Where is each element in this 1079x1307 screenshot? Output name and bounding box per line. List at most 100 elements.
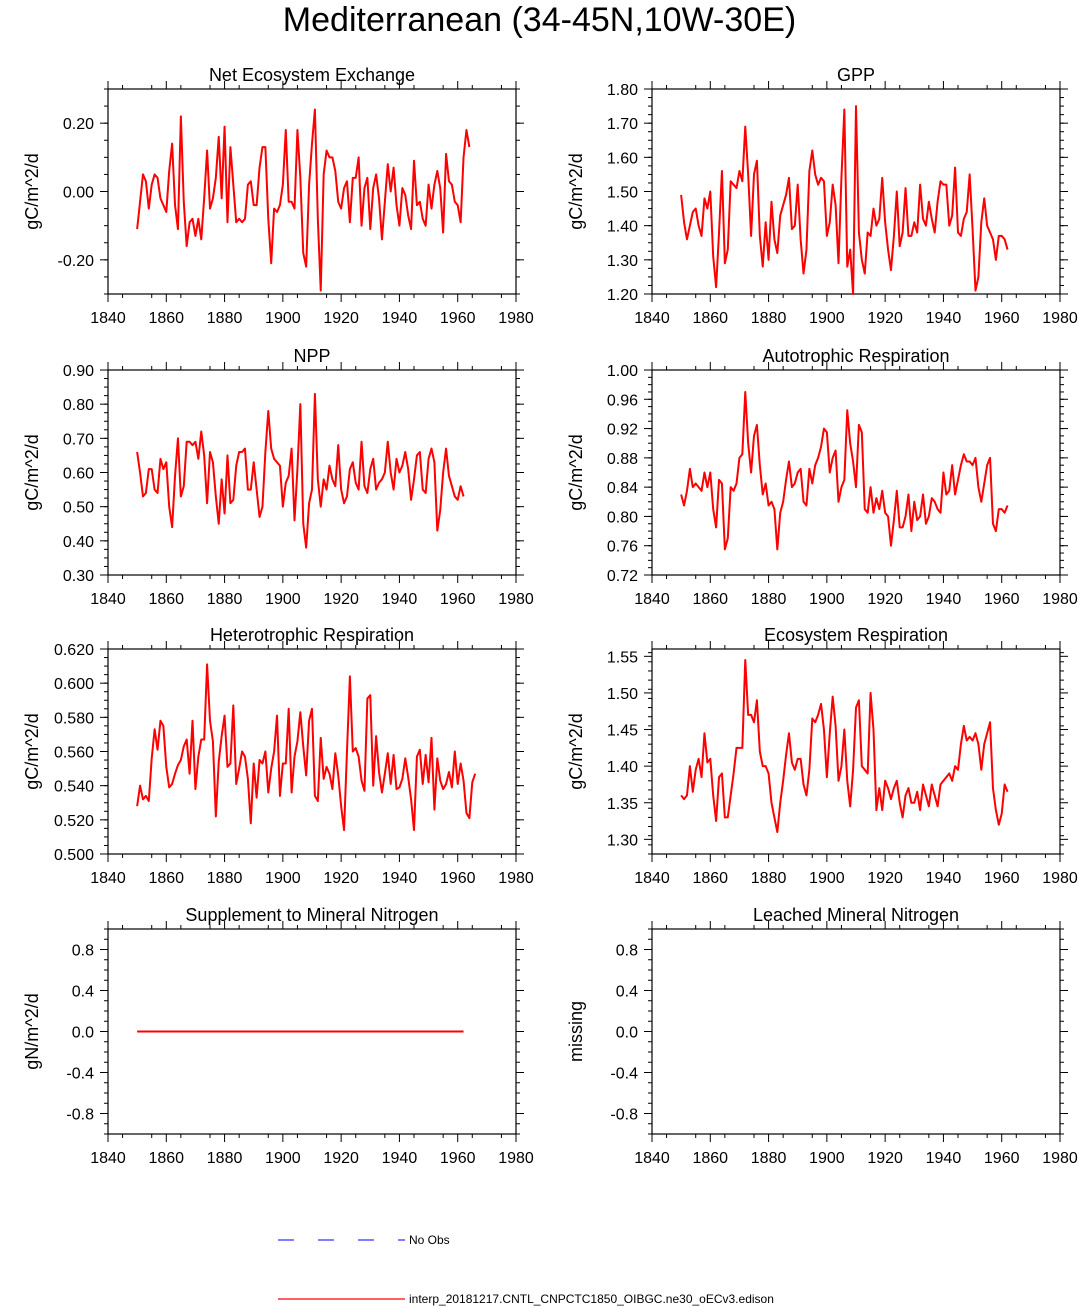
y-tick-label: 1.45 [607, 723, 638, 740]
series-line [136, 663, 477, 832]
x-tick-label: 1960 [440, 1150, 476, 1167]
x-tick-label: 1840 [90, 1150, 126, 1167]
x-tick-label: 1860 [148, 870, 184, 887]
y-axis-label: gC/m^2/d [22, 153, 42, 229]
x-tick-label: 1900 [809, 870, 845, 887]
x-tick-label: 1900 [265, 1150, 301, 1167]
y-tick-label: 0.84 [607, 480, 638, 497]
y-tick-label: 1.20 [607, 287, 638, 304]
y-tick-label: 1.00 [607, 363, 638, 380]
plot-frame [651, 928, 1061, 1135]
y-tick-label: 0.600 [54, 676, 94, 693]
x-tick-label: 1920 [323, 870, 359, 887]
series-line [136, 108, 471, 292]
x-tick-label: 1880 [207, 591, 243, 608]
x-tick-label: 1880 [751, 1150, 787, 1167]
x-tick-label: 1960 [984, 310, 1020, 327]
series-line [680, 658, 1009, 834]
x-tick-label: 1920 [867, 310, 903, 327]
y-tick-label: -0.4 [66, 1066, 94, 1083]
chart-panel: Net Ecosystem Exchange gC/m^2/d 1840 1860 18… [22, 65, 534, 327]
x-tick-label: 1980 [1042, 310, 1078, 327]
y-tick-label: 0.8 [72, 943, 94, 960]
chart-panel: Supplement to Mineral Nitrogen gN/m^2/d 18… [22, 905, 534, 1167]
y-axis-label: gC/m^2/d [566, 434, 586, 510]
y-tick-label: 0.500 [54, 847, 94, 864]
y-tick-label: 1.60 [607, 150, 638, 167]
y-tick-label: 1.55 [607, 649, 638, 666]
series-line [680, 390, 1009, 551]
chart-title: GPP [837, 65, 875, 85]
y-tick-label: 1.30 [607, 253, 638, 270]
x-tick-label: 1940 [382, 310, 418, 327]
x-tick-label: 1960 [984, 1150, 1020, 1167]
x-tick-label: 1940 [926, 591, 962, 608]
plot-frame [107, 88, 517, 295]
x-tick-label: 1840 [90, 591, 126, 608]
x-tick-label: 1900 [809, 1150, 845, 1167]
legend-obs-label: No Obs [409, 1233, 450, 1247]
chart-panel: Ecosystem Respiration gC/m^2/d 1840 1860 188… [566, 625, 1078, 887]
y-tick-label: 0.520 [54, 813, 94, 830]
x-tick-label: 1900 [809, 310, 845, 327]
x-tick-label: 1980 [1042, 870, 1078, 887]
x-tick-label: 1920 [867, 1150, 903, 1167]
y-tick-label: -0.8 [610, 1107, 638, 1124]
x-tick-label: 1880 [751, 310, 787, 327]
chart-title: Ecosystem Respiration [764, 625, 948, 645]
chart-panel: Heterotrophic Respiration gC/m^2/d 1840 186… [22, 625, 534, 887]
y-tick-label: 0.76 [607, 539, 638, 556]
series-line [136, 392, 465, 549]
chart-panel: Leached Mineral Nitrogen missing 1840 1860 1… [566, 905, 1078, 1167]
y-axis-label: gC/m^2/d [22, 434, 42, 510]
x-tick-label: 1840 [634, 591, 670, 608]
x-tick-label: 1980 [1042, 1150, 1078, 1167]
y-tick-label: 0.0 [72, 1025, 94, 1042]
y-axis-label: gC/m^2/d [22, 713, 42, 789]
y-tick-label: 0.8 [616, 943, 638, 960]
x-tick-label: 1860 [148, 310, 184, 327]
series-line [680, 105, 1009, 295]
x-tick-label: 1860 [692, 591, 728, 608]
y-tick-label: 0.80 [63, 397, 94, 414]
y-tick-label: 1.50 [607, 185, 638, 202]
y-tick-label: 0.72 [607, 568, 638, 585]
x-tick-label: 1840 [90, 870, 126, 887]
chart-title: Supplement to Mineral Nitrogen [185, 905, 438, 925]
y-tick-label: 1.30 [607, 832, 638, 849]
x-tick-label: 1840 [634, 310, 670, 327]
x-tick-label: 1940 [382, 870, 418, 887]
x-tick-label: 1840 [90, 310, 126, 327]
y-tick-label: 0.40 [63, 534, 94, 551]
y-tick-label: 1.80 [607, 82, 638, 99]
y-tick-label: 0.96 [607, 392, 638, 409]
y-tick-label: 0.0 [616, 1025, 638, 1042]
x-tick-label: 1960 [440, 310, 476, 327]
y-tick-label: 1.40 [607, 219, 638, 236]
y-tick-label: 0.580 [54, 710, 94, 727]
y-tick-label: 0.50 [63, 500, 94, 517]
x-tick-label: 1920 [867, 591, 903, 608]
x-tick-label: 1940 [382, 1150, 418, 1167]
x-tick-label: 1960 [440, 591, 476, 608]
x-tick-label: 1940 [926, 1150, 962, 1167]
chart-panel: GPP gC/m^2/d 1840 1860 1880 1900 1920 1940 1960 1… [566, 65, 1078, 327]
chart-title: Net Ecosystem Exchange [209, 65, 415, 85]
x-tick-label: 1900 [265, 870, 301, 887]
y-tick-label: 0.4 [72, 984, 94, 1001]
y-tick-label: 1.70 [607, 116, 638, 133]
plot-frame [651, 648, 1061, 855]
y-tick-label: 0.00 [63, 185, 94, 202]
y-tick-label: 0.560 [54, 745, 94, 762]
y-tick-label: 0.90 [63, 363, 94, 380]
y-tick-label: 0.88 [607, 451, 638, 468]
chart-title: Heterotrophic Respiration [210, 625, 414, 645]
x-tick-label: 1920 [867, 870, 903, 887]
x-tick-label: 1980 [498, 1150, 534, 1167]
x-tick-label: 1960 [984, 870, 1020, 887]
x-tick-label: 1860 [692, 870, 728, 887]
x-tick-label: 1860 [148, 591, 184, 608]
legend-model-label: interp_20181217.CNTL_CNPCTC1850_OIBGC.ne… [409, 1292, 774, 1306]
y-tick-label: 0.20 [63, 116, 94, 133]
